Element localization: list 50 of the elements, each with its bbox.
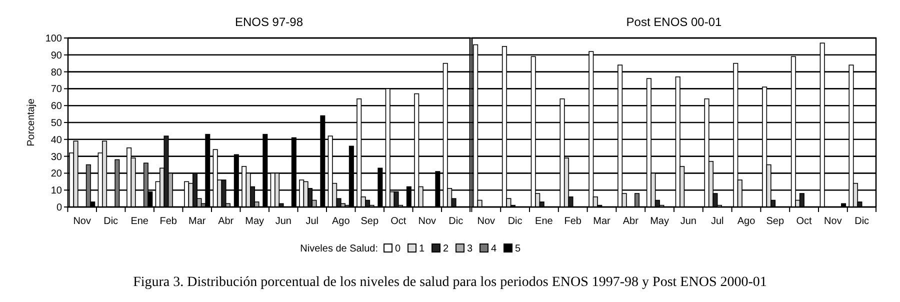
x-tick-label: Nov: [824, 216, 842, 227]
x-tick-label: Abr: [218, 216, 234, 227]
y-tick-label: 50: [50, 118, 62, 129]
x-tick-label: Dic: [448, 216, 464, 227]
x-tick-label: Feb: [160, 216, 178, 227]
x-tick-label: May: [245, 216, 264, 227]
y-tick-label: 0: [56, 202, 62, 214]
y-axis-title: Porcentaje: [26, 98, 37, 146]
y-tick-label: 20: [50, 168, 62, 180]
x-tick-label: Ene: [130, 216, 149, 227]
legend-label: 0: [395, 244, 401, 254]
y-tick-label: 40: [50, 134, 62, 146]
x-tick-label: Abr: [622, 216, 640, 227]
x-tick-label: May: [650, 216, 670, 227]
legend-title: Niveles de Salud:: [300, 244, 378, 254]
x-tick-label: Mar: [188, 216, 206, 227]
x-tick-label: Nov: [418, 216, 436, 227]
x-tick-label: Sep: [360, 216, 379, 227]
x-tick-label: Nov: [477, 216, 496, 227]
y-tick-label: 100: [45, 34, 62, 44]
x-tick-label: Dic: [508, 216, 522, 227]
x-tick-label: Ago: [332, 216, 350, 227]
y-tick-label: 10: [50, 186, 62, 197]
legend-label: 5: [515, 244, 521, 254]
legend-label: 1: [419, 244, 425, 254]
x-tick-label: Nov: [73, 216, 91, 227]
x-tick-label: Jul: [710, 216, 724, 227]
legend-label: 2: [443, 244, 449, 254]
x-tick-label: Oct: [390, 216, 406, 227]
x-tick-label: Dic: [104, 216, 118, 227]
x-tick-label: Oct: [796, 216, 812, 227]
chart-title: ENOS 97-98: [234, 15, 304, 29]
legend-label: 4: [491, 244, 497, 254]
x-tick-label: Feb: [564, 216, 582, 227]
text: Figura 3. Distribución porcentual de los niveles de salud para los periodos ENOS 1997-98 y Post ENOS 2000-01: [133, 275, 767, 290]
y-tick-label: 90: [50, 50, 62, 62]
x-tick-label: Mar: [593, 216, 612, 227]
x-tick-label: Jun: [275, 216, 292, 227]
y-tick-label: 80: [50, 67, 62, 78]
x-tick-label: Sep: [766, 216, 784, 227]
y-tick-label: 60: [50, 101, 62, 112]
y-tick-label: 30: [50, 152, 62, 163]
y-tick-label: 70: [50, 84, 62, 96]
x-tick-label: Jun: [680, 216, 697, 227]
x-tick-label: Jul: [306, 216, 319, 227]
x-tick-label: Dic: [854, 216, 870, 227]
x-tick-label: Ene: [535, 216, 554, 227]
x-tick-label: Ago: [737, 216, 756, 227]
chart-title: Post ENOS 00-01: [626, 15, 722, 29]
legend-label: 3: [467, 244, 473, 254]
